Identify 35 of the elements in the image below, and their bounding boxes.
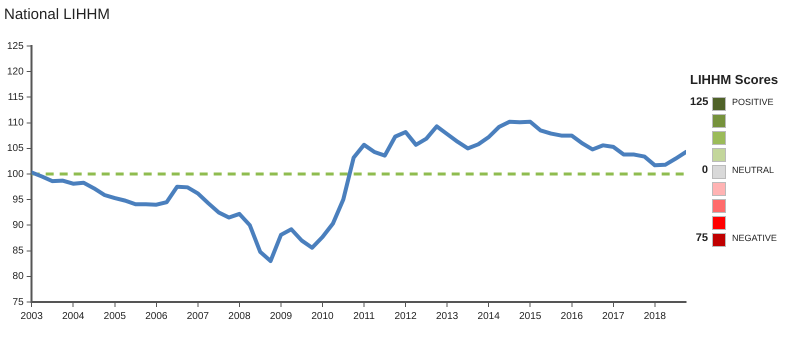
y-tick-label: 90 (12, 220, 24, 231)
x-tick-label: 2017 (602, 310, 625, 322)
y-tick-label: 80 (12, 271, 24, 282)
x-tick-label: 2009 (270, 310, 293, 322)
legend-title: LIHHM Scores (690, 72, 780, 87)
x-tick-label: 2016 (560, 310, 584, 322)
y-tick-label: 125 (6, 40, 24, 52)
x-tick-label: 2014 (478, 310, 500, 322)
text: POSITIVE (732, 96, 774, 106)
y-tick-label: 85 (12, 246, 24, 257)
y-tick-label: 95 (12, 194, 24, 206)
x-tick-label: 2013 (436, 310, 459, 322)
chart-title: National LIHHM (4, 6, 110, 24)
x-tick-label: 2005 (104, 310, 126, 322)
x-tick-label: 2011 (353, 310, 376, 322)
x-tick-label: 2015 (519, 310, 542, 322)
x-tick-label: 2006 (145, 310, 168, 322)
y-tick-label: 115 (8, 92, 24, 103)
y-tick-label: 100 (6, 168, 24, 180)
y-tick-label: 120 (6, 66, 24, 78)
text: 75 (694, 232, 708, 244)
x-tick-label: 2007 (186, 310, 210, 322)
y-tick-label: 110 (8, 118, 24, 129)
x-tick-label: 2012 (394, 310, 418, 322)
text: NEGATIVE (732, 232, 777, 242)
x-tick-label: 2008 (228, 310, 251, 322)
x-tick-label: 2003 (20, 310, 44, 322)
y-tick-label: 75 (12, 296, 24, 308)
y-tick-label: 105 (6, 143, 24, 154)
x-tick-label: 2004 (62, 310, 85, 322)
text: NEUTRAL (732, 164, 774, 174)
text: 0 (700, 164, 708, 176)
x-tick-label: 2010 (311, 310, 334, 322)
x-tick-label: 2018 (644, 310, 666, 322)
text: 125 (690, 96, 708, 108)
